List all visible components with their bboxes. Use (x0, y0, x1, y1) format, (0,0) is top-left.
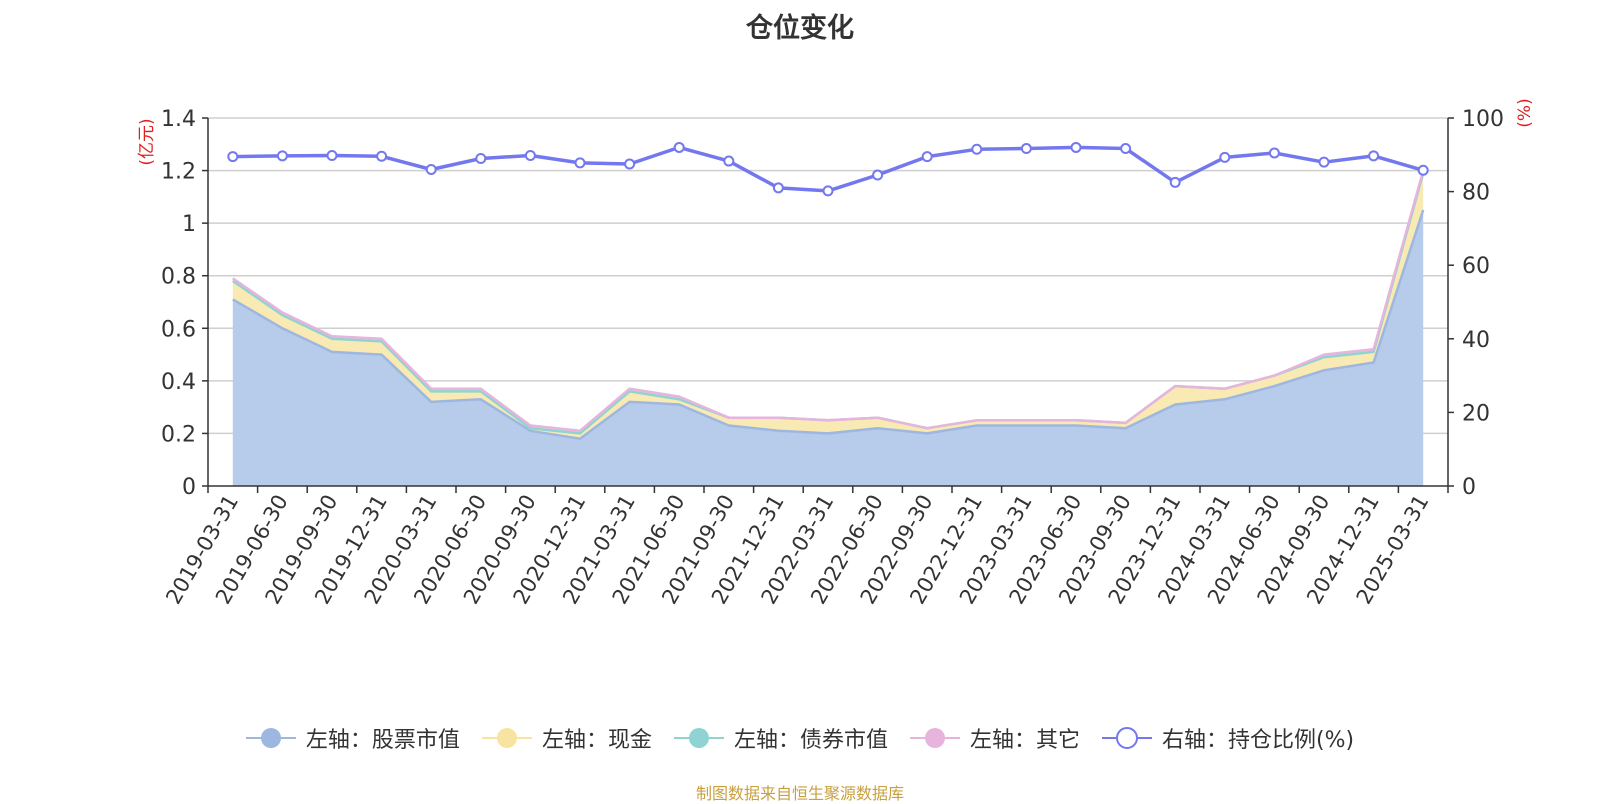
position-ratio-point (1219, 151, 1231, 163)
area-series-0 (232, 210, 1424, 486)
position-ratio-point (475, 152, 487, 164)
legend-item[interactable]: 左轴：债券市值 (673, 722, 888, 754)
position-ratio-point (872, 169, 884, 181)
legend-item[interactable]: 左轴：股票市值 (245, 722, 460, 754)
legend-label: 左轴：股票市值 (305, 728, 460, 753)
legend: 左轴：股票市值 左轴：现金 左轴：债券市值 左轴：其它 右轴：持仓比例(%) (0, 722, 1600, 754)
legend-label: 右轴：持仓比例(%) (1161, 728, 1355, 753)
position-ratio-point (524, 150, 536, 162)
left-axis-unit: (亿元) (137, 118, 157, 165)
position-ratio-point (1318, 156, 1330, 168)
legend-label: 左轴：现金 (541, 728, 652, 753)
position-ratio-point (425, 164, 437, 176)
right-tick-label: 20 (1462, 401, 1490, 426)
left-tick-label: 0.4 (161, 370, 196, 395)
left-tick-label: 0.6 (161, 317, 196, 342)
legend-item[interactable]: 右轴：持仓比例(%) (1101, 722, 1355, 754)
legend-symbol-icon (1101, 727, 1152, 749)
legend-item[interactable]: 左轴：其它 (909, 722, 1080, 754)
area-line-series-3 (232, 170, 1425, 433)
legend-item[interactable]: 左轴：现金 (481, 722, 652, 754)
position-ratio-point (673, 141, 685, 153)
position-ratio-point (326, 150, 338, 162)
position-ratio-point (1120, 143, 1132, 155)
position-ratio-point (1169, 176, 1181, 188)
right-tick-label: 0 (1462, 475, 1476, 500)
left-tick-label: 1.2 (161, 160, 196, 185)
left-tick-label: 0.8 (161, 265, 196, 290)
legend-label: 左轴：其它 (969, 728, 1080, 753)
legend-label: 左轴：债券市值 (733, 728, 888, 753)
position-ratio-point (276, 150, 288, 162)
position-ratio-point (1070, 141, 1082, 153)
position-ratio-point (1417, 164, 1429, 176)
right-tick-label: 100 (1462, 107, 1504, 132)
position-ratio-point (574, 157, 586, 169)
legend-symbol-icon (481, 728, 532, 748)
right-tick-label: 80 (1462, 181, 1490, 206)
right-tick-label: 40 (1462, 328, 1490, 353)
right-tick-label: 60 (1462, 254, 1490, 279)
left-tick-label: 0 (182, 475, 196, 500)
position-ratio-point (971, 143, 983, 155)
left-tick-label: 1.4 (161, 107, 196, 132)
area-line-series-0 (232, 209, 1425, 440)
position-ratio-point (1368, 150, 1380, 162)
legend-symbol-icon (245, 728, 296, 748)
position-ratio-line (232, 145, 1424, 193)
position-ratio-point (376, 150, 388, 162)
data-source-footer: 制图数据来自恒生聚源数据库 (695, 784, 904, 803)
chart-title: 仓位变化 (746, 13, 854, 44)
position-ratio-point (227, 151, 239, 163)
position-ratio-point (822, 185, 834, 197)
legend-symbol-icon (673, 728, 724, 748)
position-ratio-point (1268, 147, 1280, 159)
position-ratio-point (624, 158, 636, 170)
position-ratio-point (1020, 143, 1032, 155)
right-axis-unit: (%) (1515, 98, 1535, 127)
legend-symbol-icon (909, 728, 960, 748)
position-ratio-point (772, 182, 784, 194)
left-tick-label: 1 (182, 212, 196, 237)
position-ratio-point (723, 155, 735, 167)
left-tick-label: 0.2 (161, 422, 196, 447)
position-ratio-point (921, 151, 933, 163)
